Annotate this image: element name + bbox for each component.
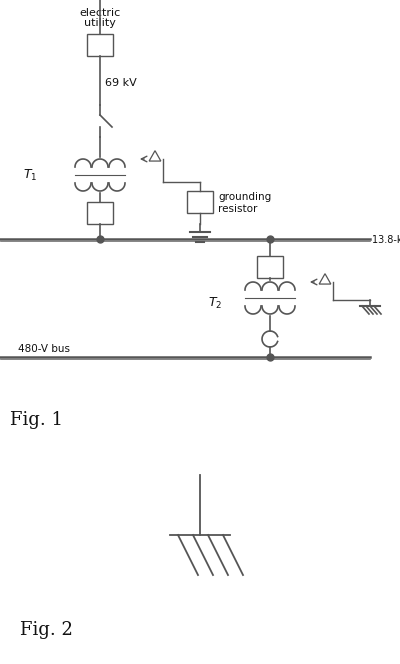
Text: 13.8-kV bus: 13.8-kV bus: [372, 235, 400, 245]
Text: Fig. 1: Fig. 1: [10, 411, 63, 429]
Text: Fig. 2: Fig. 2: [20, 621, 73, 639]
Text: $T_2$: $T_2$: [208, 295, 222, 311]
Bar: [187, 191, 213, 213]
Text: grounding: grounding: [218, 192, 271, 202]
Text: 480-V bus: 480-V bus: [18, 344, 70, 354]
Bar: [257, 256, 283, 278]
Text: electric: electric: [79, 8, 121, 18]
Bar: [87, 34, 113, 56]
Text: 69 kV: 69 kV: [105, 78, 137, 88]
Text: $T_1$: $T_1$: [23, 167, 37, 183]
Text: resistor: resistor: [218, 204, 257, 214]
Bar: [87, 202, 113, 224]
Text: utility: utility: [84, 18, 116, 28]
